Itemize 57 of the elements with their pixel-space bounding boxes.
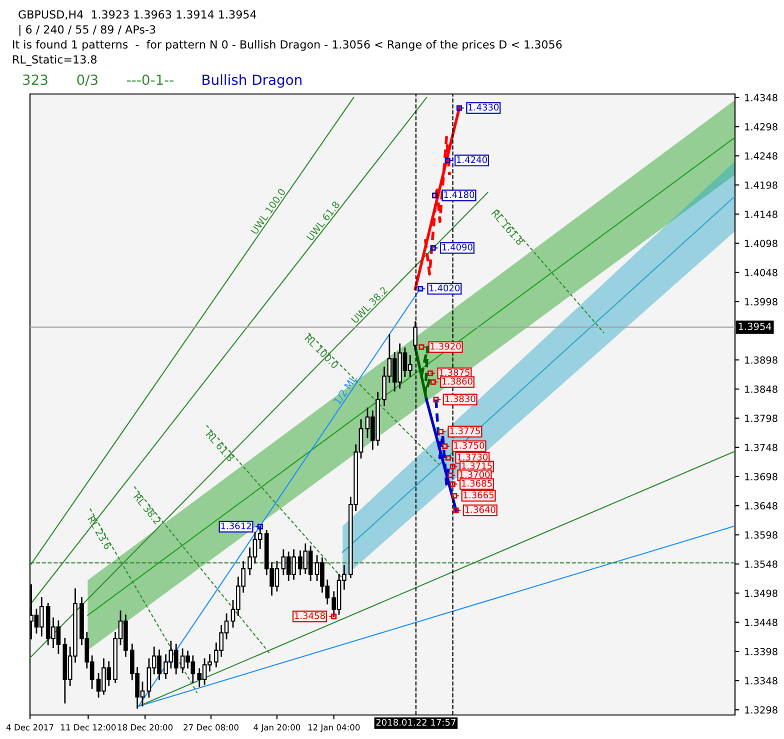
y-tick-label: 1.3498 [745,590,778,597]
y-tick-label: 1.3898 [745,356,778,364]
text: 323 [23,74,48,86]
annotation: 1.3685 [462,480,492,487]
y-tick-label: 1.4048 [745,268,778,276]
y-tick-label: 1.3848 [745,386,778,393]
annotation: 1.4330 [468,104,499,111]
text: It is found 1 patterns - for pattern N 0 - Bullish Dragon - 1.3056 < Range of the prices D < 1.3056 [13,40,562,51]
text: 1/2 ML [334,374,358,406]
y-tick-label: 1.3798 [745,414,778,422]
x-tick-label: 12 Jan 04:00 [308,724,360,732]
annotation: 1.3730 [458,454,488,460]
text: RL_Static=13.8 [13,55,97,66]
y-tick-label: 1.3998 [745,298,778,306]
y-tick-label: 1.4248 [745,152,778,160]
y-tick-label: 1.3298 [745,706,778,714]
y-tick-label: 1.3398 [745,648,778,656]
y-tick-label: 1.3748 [745,444,778,452]
y-tick-label: 1.3448 [745,618,778,626]
y-tick-label: 1.3698 [745,472,778,480]
annotation: 1.3750 [454,442,484,449]
annotation: 1.3715 [462,462,492,470]
y-tick-label: 1.3598 [745,531,778,539]
x-tick-label: 11 Dec 12:00 [61,724,116,730]
y-tick-label: 1.4348 [745,94,778,102]
annotation: 1.3612 [221,522,251,530]
y-tick-label: 1.3548 [745,560,778,568]
chart-title: GBPUSD,H4 1.3923 1.3963 1.3914 1.3954 [18,10,256,20]
x-tick-label: 4 Dec 2017 [6,724,54,730]
text: ---0-1-- [127,74,174,86]
annotation: 1.4020 [430,284,460,292]
annotation: 1.3700 [460,471,490,478]
y-tick-label: 1.4148 [745,210,778,218]
annotation: 1.3665 [464,492,494,498]
annotation: 1.3860 [442,378,472,385]
chart-subtitle: | 6 / 240 / 55 / 89 / APs-3 [19,25,156,36]
annotation: 1.4090 [442,244,472,251]
annotation: 1.3640 [465,506,496,513]
x-tick-label: 4 Jan 20:00 [254,724,300,732]
y-tick-label: 1.3648 [745,502,778,510]
annotation: 1.4180 [444,191,474,198]
text: Bullish Dragon [202,74,302,88]
ref-line-label: 2018.01.22 17:57 [376,718,456,726]
y-tick-label: 1.3348 [745,677,778,684]
x-tick-label: 18 Dec 20:00 [118,724,173,730]
annotation: 1.3775 [450,427,480,434]
annotation: 1.3920 [430,342,461,350]
annotation: 1.3830 [445,395,476,402]
y-tick-label: 1.4198 [745,181,778,189]
annotation: 1.3875 [440,369,470,376]
x-tick-label: 27 Dec 08:00 [184,724,238,730]
y-tick-label: 1.4298 [745,123,778,130]
ref-line-label: 1.3954 [738,322,772,330]
text: 0/3 [77,74,98,86]
annotation: 1.3458 [294,612,325,620]
y-tick-label: 1.4098 [745,240,778,248]
annotation: 1.4240 [456,156,487,164]
